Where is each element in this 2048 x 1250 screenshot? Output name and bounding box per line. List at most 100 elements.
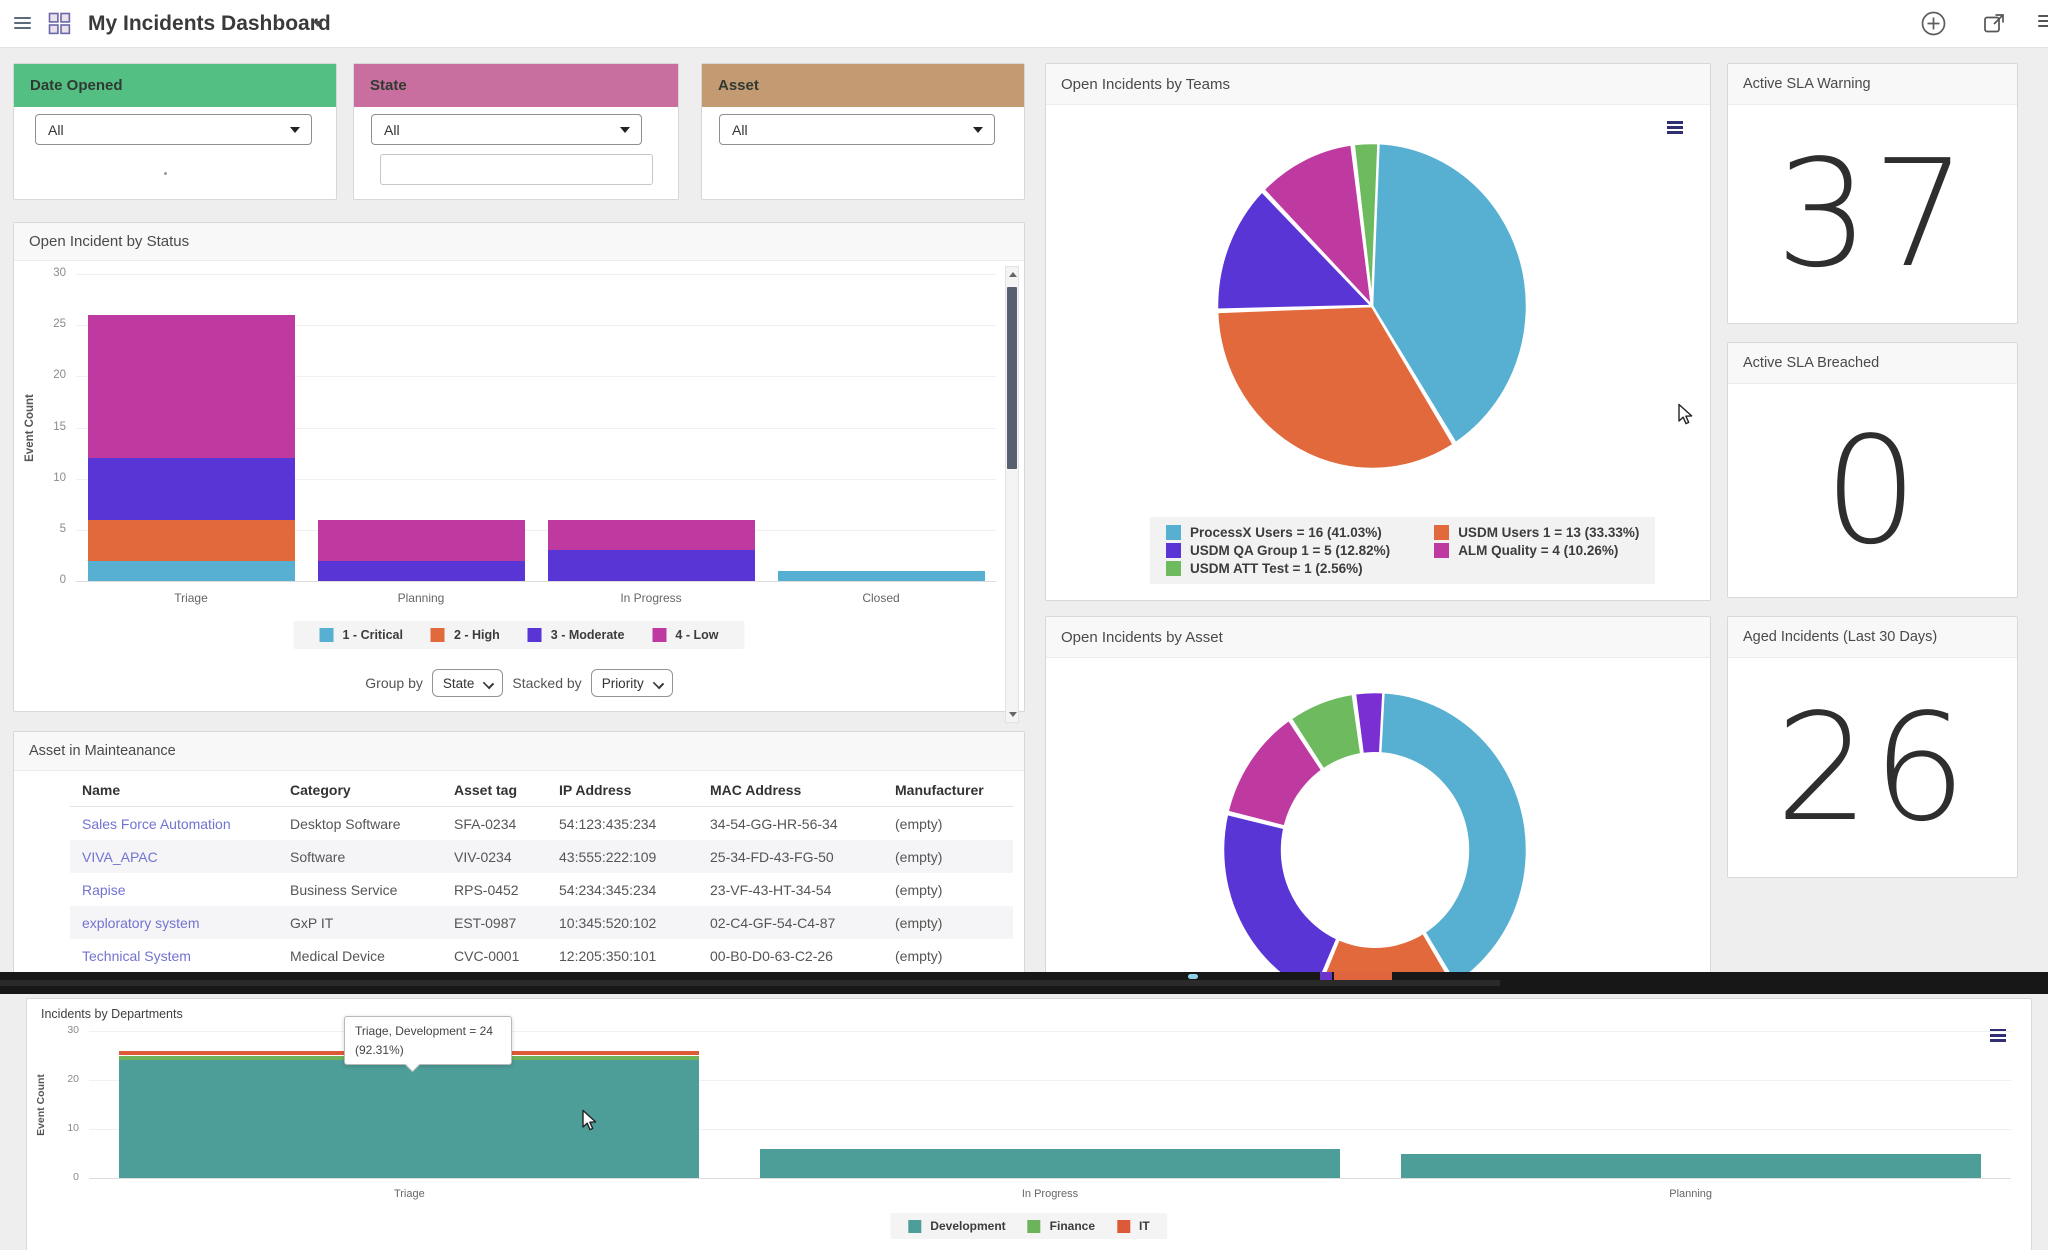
bar-segment-development[interactable] xyxy=(119,1060,700,1178)
table-cell: (empty) xyxy=(895,815,943,832)
dashboard-grid-icon[interactable] xyxy=(48,12,71,40)
y-tick-label: 5 xyxy=(59,522,66,535)
asset-link[interactable]: exploratory system xyxy=(82,914,200,931)
bar-segment-3-moderate[interactable] xyxy=(87,458,295,520)
widget-scrollbar[interactable] xyxy=(1005,266,1019,723)
hamburger-menu-icon[interactable] xyxy=(14,17,31,32)
select-caret-icon xyxy=(973,127,983,133)
legend-swatch-icon xyxy=(1166,561,1181,576)
table-cell: Medical Device xyxy=(290,947,385,964)
pie-slice-usdm-users-1[interactable] xyxy=(1215,304,1455,471)
legend-item[interactable]: IT xyxy=(1117,1219,1150,1233)
widget-title: Aged Incidents (Last 30 Days) xyxy=(1743,629,1938,645)
legend-item[interactable]: ProcessX Users = 16 (41.03%) xyxy=(1166,525,1390,540)
col-header-name[interactable]: Name xyxy=(70,773,278,807)
legend-item[interactable]: USDM Users 1 = 13 (33.33%) xyxy=(1434,525,1639,540)
table-header-row: Name Category Asset tag IP Address MAC A… xyxy=(70,773,1013,807)
teams-pie-chart xyxy=(1214,140,1530,477)
chart-context-menu-icon[interactable] xyxy=(1990,1029,2006,1044)
legend-item[interactable]: USDM ATT Test = 1 (2.56%) xyxy=(1166,561,1390,576)
legend-swatch-icon xyxy=(908,1219,922,1233)
date-opened-select[interactable]: All xyxy=(35,114,312,145)
legend-swatch-icon xyxy=(319,628,334,642)
more-options-icon[interactable] xyxy=(2038,15,2048,30)
share-icon[interactable] xyxy=(1982,11,2007,41)
gridline xyxy=(76,581,996,582)
bar-segment-4-low[interactable] xyxy=(317,519,525,561)
bar-segment-3-moderate[interactable] xyxy=(547,550,755,581)
legend-item[interactable]: Development xyxy=(908,1219,1006,1233)
stacked-by-select[interactable]: Priority xyxy=(590,669,673,697)
bar-segment-1-critical[interactable] xyxy=(87,560,295,581)
chart-context-menu-icon[interactable] xyxy=(1667,121,1683,136)
y-tick-label: 10 xyxy=(67,1122,79,1134)
pie-slice-processx-users[interactable] xyxy=(1370,141,1529,445)
widget-title-bar: Asset in Mainteanance xyxy=(14,732,1024,771)
filter-label: State xyxy=(370,77,407,94)
widget-title: Active SLA Warning xyxy=(1743,76,1871,92)
widget-title-bar: Active SLA Breached xyxy=(1728,343,2017,384)
bar-segment-development[interactable] xyxy=(1400,1153,1981,1178)
legend-item[interactable]: 4 - Low xyxy=(652,628,718,642)
col-header-asset-tag[interactable]: Asset tag xyxy=(442,773,547,807)
pie-slice-usdm-qa-group-1[interactable] xyxy=(1215,189,1374,311)
filter-card-date-opened: Date Opened All xyxy=(13,63,337,200)
legend-item[interactable]: 1 - Critical xyxy=(319,628,403,642)
x-category-label: Closed xyxy=(862,591,900,605)
legend-label: Development xyxy=(930,1219,1006,1233)
state-select-value: All xyxy=(384,121,400,138)
table-cell: 12:205:350:101 xyxy=(559,947,657,964)
legend-item[interactable]: 3 - Moderate xyxy=(527,628,624,642)
scrollbar-thumb[interactable] xyxy=(1007,287,1017,469)
asset-link[interactable]: Rapise xyxy=(82,881,126,898)
col-header-mac-address[interactable]: MAC Address xyxy=(698,773,883,807)
pie-slice-alm-quality[interactable] xyxy=(1262,143,1374,308)
title-dropdown-caret[interactable] xyxy=(313,21,323,27)
col-header-manufacturer[interactable]: Manufacturer xyxy=(883,773,1013,807)
filter-header-asset: Asset xyxy=(702,64,1024,107)
legend-item[interactable]: ALM Quality = 4 (10.26%) xyxy=(1434,543,1639,558)
col-header-category[interactable]: Category xyxy=(278,773,442,807)
y-tick-label: 0 xyxy=(73,1171,79,1183)
widget-title-bar: Open Incidents by Asset xyxy=(1046,617,1710,658)
bar-segment-4-low[interactable] xyxy=(87,314,295,459)
scroll-down-arrow[interactable] xyxy=(1009,712,1017,717)
table-cell: (empty) xyxy=(895,947,943,964)
pie-slice-usdm-att-test[interactable] xyxy=(1352,141,1380,308)
group-by-select[interactable]: State xyxy=(431,669,504,697)
col-header-ip-address[interactable]: IP Address xyxy=(547,773,698,807)
asset-link[interactable]: Technical System xyxy=(82,947,191,964)
y-axis-label: Event Count xyxy=(35,1074,47,1136)
legend-item[interactable]: 2 - High xyxy=(430,628,500,642)
page-title: My Incidents Dashboard xyxy=(88,12,331,35)
bar-segment-development[interactable] xyxy=(760,1148,1340,1178)
widget-incidents-by-departments: Incidents by Departments Event Count 0 10… xyxy=(26,998,2032,1250)
state-select[interactable]: All xyxy=(371,114,642,145)
legend-label: IT xyxy=(1139,1219,1150,1233)
scroll-up-arrow[interactable] xyxy=(1009,272,1017,277)
legend-item[interactable]: Finance xyxy=(1027,1219,1095,1233)
state-filter-input[interactable] xyxy=(380,154,653,185)
bar-segment-2-high[interactable] xyxy=(87,519,295,561)
table-cell: 34-54-GG-HR-56-34 xyxy=(710,815,838,832)
add-widget-icon[interactable] xyxy=(1920,10,1947,42)
asset-link[interactable]: Sales Force Automation xyxy=(82,815,231,832)
divider-artifact-orange xyxy=(1334,972,1392,980)
mouse-cursor xyxy=(1674,402,1698,431)
bar-segment-1-critical[interactable] xyxy=(777,570,985,581)
bar-segment-4-low[interactable] xyxy=(547,519,755,551)
widget-open-incident-by-status: Open Incident by Status Event Count 0 5 10… xyxy=(13,222,1025,723)
widget-title-bar: Open Incidents by Teams xyxy=(1046,64,1710,105)
bar-segment-3-moderate[interactable] xyxy=(317,560,525,581)
status-chart-legend: 1 - Critical 2 - High 3 - Moderate 4 - Low xyxy=(293,621,745,649)
table-cell: 23-VF-43-HT-34-54 xyxy=(710,881,832,898)
tooltip-line1: Triage, Development = 24 xyxy=(355,1024,493,1038)
asset-link[interactable]: VIVA_APAC xyxy=(82,848,158,865)
divider-artifact-purple xyxy=(1320,972,1332,980)
asset-select[interactable]: All xyxy=(719,114,995,145)
legend-item[interactable]: USDM QA Group 1 = 5 (12.82%) xyxy=(1166,543,1390,558)
widget-active-sla-warning: Active SLA Warning 37 xyxy=(1727,63,2018,324)
widget-aged-incidents: Aged Incidents (Last 30 Days) 26 xyxy=(1727,616,2018,878)
y-tick-label: 20 xyxy=(53,369,66,382)
